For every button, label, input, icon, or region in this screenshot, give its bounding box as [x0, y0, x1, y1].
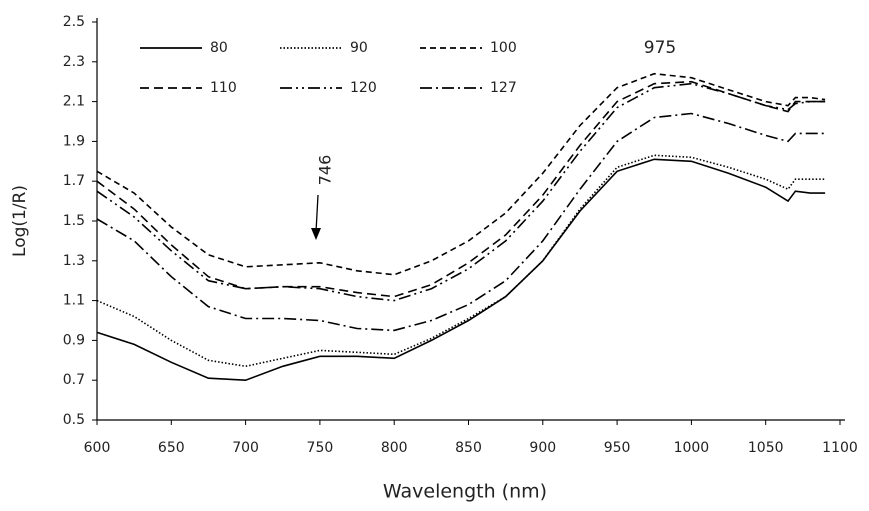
- legend-label: 80: [210, 40, 228, 56]
- annotation: 746: [316, 155, 335, 186]
- annotation-arrowhead: [311, 228, 321, 240]
- y-tick-label: 0.9: [63, 332, 85, 348]
- y-axis-label: Log(1/R): [10, 185, 30, 257]
- y-tick-label: 1.9: [63, 133, 85, 149]
- x-tick-label: 650: [158, 440, 185, 456]
- legend-label: 110: [210, 80, 237, 96]
- y-tick-label: 2.5: [63, 14, 85, 30]
- series-line: [96, 112, 826, 332]
- x-tick-label: 1000: [674, 440, 710, 456]
- y-tick-label: 1.5: [63, 213, 85, 229]
- legend-label: 100: [490, 40, 517, 56]
- x-tick-label: 750: [307, 440, 334, 456]
- x-tick-label: 1100: [822, 440, 858, 456]
- x-axis-label: Wavelength (nm): [383, 481, 547, 503]
- y-tick-label: 1.3: [63, 253, 85, 269]
- x-tick-label: 900: [529, 440, 556, 456]
- series-line: [96, 154, 826, 368]
- y-tick-label: 2.3: [63, 54, 85, 70]
- annotation: 975: [644, 38, 676, 58]
- x-tick-label: 1050: [748, 440, 784, 456]
- legend-label: 90: [350, 40, 368, 56]
- legend-label: 127: [490, 80, 517, 96]
- series-line: [96, 82, 826, 302]
- x-tick-label: 850: [455, 440, 482, 456]
- y-tick-label: 1.7: [63, 173, 85, 189]
- legend-label: 120: [350, 80, 377, 96]
- annotation-arrow: [315, 194, 319, 233]
- series-line: [96, 72, 826, 276]
- y-tick-label: 2.1: [63, 94, 85, 110]
- series-line: [96, 80, 826, 298]
- x-tick-label: 600: [84, 440, 111, 456]
- series-line: [96, 158, 826, 382]
- y-tick-label: 0.7: [63, 372, 85, 388]
- y-tick-label: 1.1: [63, 293, 85, 309]
- x-tick-label: 700: [232, 440, 259, 456]
- y-tick-label: 0.5: [63, 412, 85, 428]
- x-tick-label: 800: [381, 440, 408, 456]
- x-tick-label: 950: [604, 440, 631, 456]
